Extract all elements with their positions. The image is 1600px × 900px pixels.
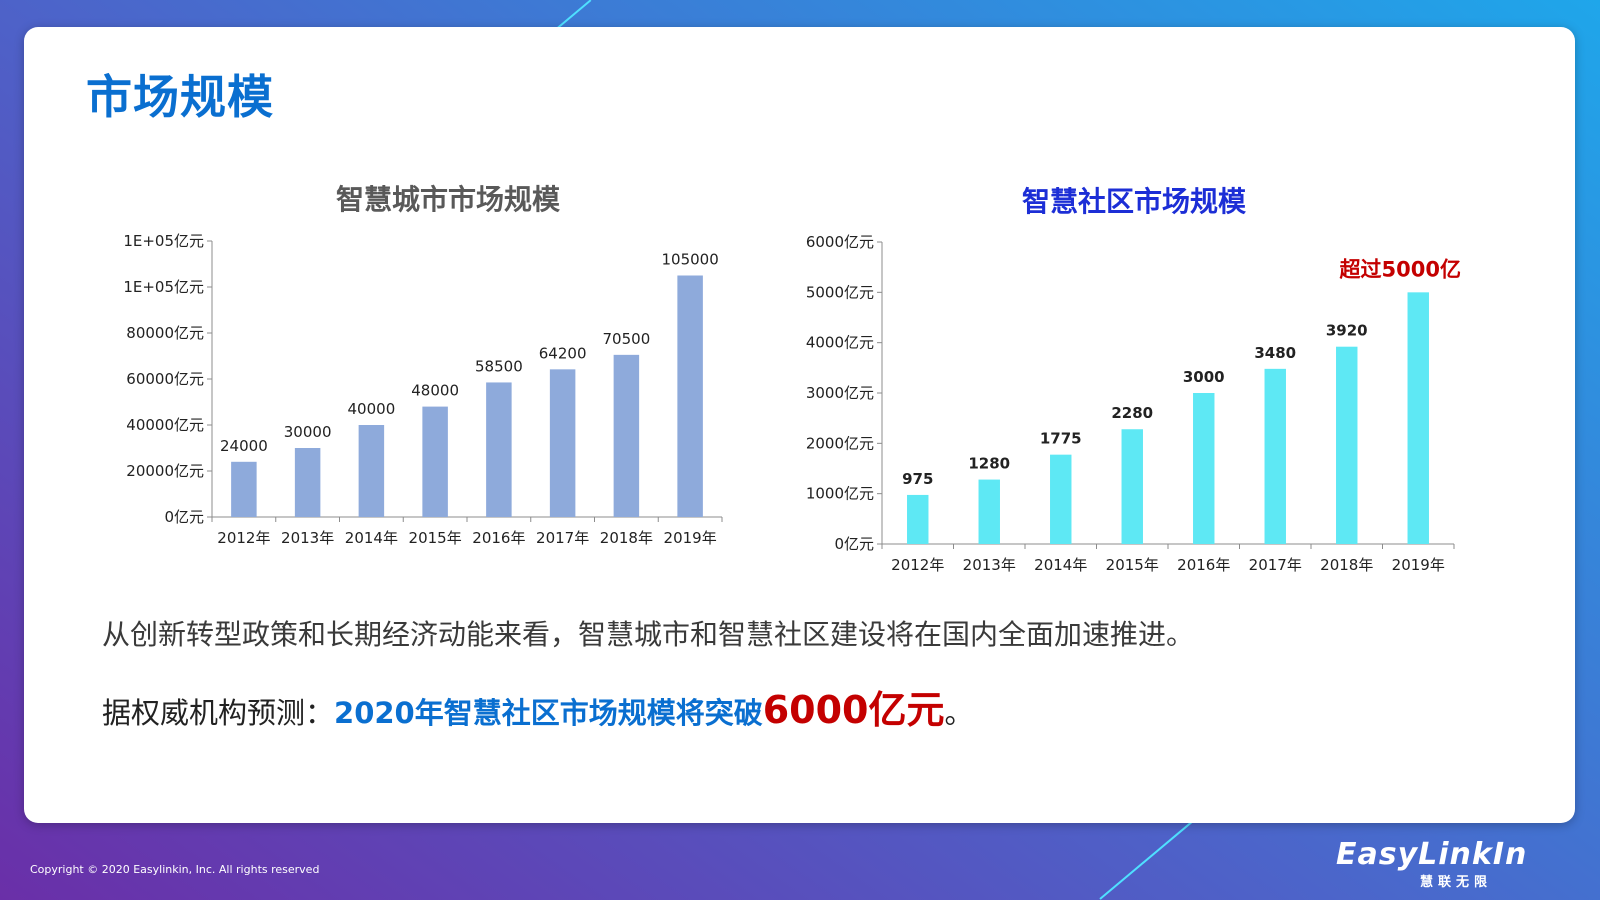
city-chart-title: 智慧城市市场规模 [336, 183, 561, 216]
community-chart-bar [1407, 292, 1429, 544]
city-chart-data-label: 64200 [539, 344, 587, 362]
community-chart-y-tick-label: 0亿元 [834, 535, 874, 553]
community-chart-y-tick-label: 3000亿元 [806, 384, 874, 402]
community-chart-data-label: 975 [902, 470, 933, 488]
community-chart-data-label: 3480 [1254, 344, 1296, 362]
city-chart-data-label: 58500 [475, 357, 523, 375]
summary-text: 从创新转型政策和长期经济动能来看，智慧城市和智慧社区建设将在国内全面加速推进。 [102, 618, 1195, 651]
forecast-line: 据权威机构预测：2020年智慧社区市场规模将突破6000亿元。 [102, 679, 974, 734]
city-chart-bar [549, 369, 576, 517]
community-chart-x-tick-label: 2019年 [1392, 556, 1445, 574]
brand-name: EasyLinkIn [1336, 837, 1528, 872]
city-chart-x-tick-label: 2017年 [536, 529, 589, 547]
community-chart-data-label: 3000 [1183, 368, 1225, 386]
forecast-prefix: 据权威机构预测： [102, 696, 335, 730]
community-chart-x-tick-label: 2015年 [1106, 556, 1159, 574]
community-chart-title: 智慧社区市场规模 [1022, 185, 1247, 218]
forecast-value: 6000亿元 [762, 688, 945, 732]
forecast-highlight: 2020年智慧社区市场规模将突破 [334, 696, 763, 730]
community-chart-y-tick-label: 2000亿元 [806, 434, 874, 452]
community-chart-bar [978, 479, 1000, 544]
page-title: 市场规模 [86, 70, 274, 124]
city-chart-bar [294, 448, 321, 517]
community-chart-bar [1193, 393, 1215, 544]
city-chart-x-tick-label: 2016年 [472, 529, 525, 547]
community-chart-x-tick-label: 2016年 [1177, 556, 1230, 574]
community-chart-data-label: 1280 [968, 455, 1010, 473]
community-chart-annotation: 超过5000亿 [1340, 257, 1461, 281]
forecast-suffix: 。 [944, 696, 974, 730]
community-chart-y-tick-label: 6000亿元 [806, 233, 874, 251]
community-chart-y-tick-label: 5000亿元 [806, 283, 874, 301]
community-chart-x-tick-label: 2012年 [891, 556, 944, 574]
content-card: 市场规模 智慧城市市场规模 0亿元 20000亿元 40000亿元 60000亿元 800… [24, 27, 1575, 823]
city-chart-data-label: 70500 [603, 330, 651, 348]
city-chart-y-tick-label: 1E+05亿元 [123, 232, 204, 250]
city-chart-y-tick-label: 40000亿元 [126, 416, 204, 434]
city-chart-x-tick-label: 2012年 [217, 529, 270, 547]
community-chart-bar [1050, 454, 1072, 544]
city-chart-bar [613, 354, 640, 517]
city-chart-bar [231, 461, 257, 517]
city-chart-bar [422, 406, 448, 517]
community-chart-data-label: 2280 [1111, 404, 1153, 422]
city-chart-y-tick-label: 60000亿元 [126, 370, 204, 388]
community-chart-bar [1264, 368, 1286, 544]
community-chart-y-tick-label: 4000亿元 [806, 334, 874, 352]
community-chart-x-tick-label: 2014年 [1034, 556, 1087, 574]
community-chart-data-label: 3920 [1326, 322, 1368, 340]
community-chart-data-label: 1775 [1040, 430, 1082, 448]
city-chart-x-tick-label: 2018年 [600, 529, 653, 547]
city-chart-data-label: 105000 [661, 251, 718, 269]
community-chart-bar [1336, 346, 1358, 544]
community-chart-y-tick-label: 1000亿元 [806, 485, 874, 503]
city-chart-bar [486, 382, 512, 517]
city-chart-y-tick-label: 20000亿元 [126, 462, 204, 480]
city-chart-y-tick-label: 80000亿元 [126, 324, 204, 342]
city-chart-bar [677, 275, 703, 517]
community-chart-x-tick-label: 2017年 [1249, 556, 1302, 574]
city-chart-data-label: 40000 [348, 400, 396, 418]
smart-city-market-chart: 智慧城市市场规模 0亿元 20000亿元 40000亿元 60000亿元 80000亿元 1… [123, 183, 723, 547]
city-chart-y-tick-label: 0亿元 [164, 508, 204, 526]
community-chart-bar [907, 494, 929, 544]
community-chart-x-tick-label: 2013年 [963, 556, 1016, 574]
city-chart-data-label: 48000 [411, 382, 459, 400]
city-chart-x-tick-label: 2013年 [281, 529, 334, 547]
brand-subtitle: 慧联无限 [1420, 875, 1493, 890]
copyright-text: Copyright © 2020 Easylinkin, Inc. All ri… [30, 863, 320, 876]
city-chart-y-tick-label: 1E+05亿元 [123, 278, 204, 296]
community-chart-x-tick-label: 2018年 [1320, 556, 1373, 574]
city-chart-data-label: 30000 [284, 423, 332, 441]
city-chart-x-tick-label: 2014年 [345, 529, 398, 547]
city-chart-data-label: 24000 [220, 437, 268, 455]
city-chart-bar [358, 425, 385, 517]
brand-logo: EasyLinkIn 慧联无限 [1336, 837, 1526, 890]
smart-community-market-chart: 智慧社区市场规模 0亿元 1000亿元 2000亿元 3000亿元 4000亿元 5000亿… [806, 185, 1461, 574]
decorative-line-bottom [1099, 814, 1201, 900]
city-chart-x-tick-label: 2019年 [664, 529, 717, 547]
community-chart-bar [1121, 429, 1143, 544]
city-chart-x-tick-label: 2015年 [409, 529, 462, 547]
